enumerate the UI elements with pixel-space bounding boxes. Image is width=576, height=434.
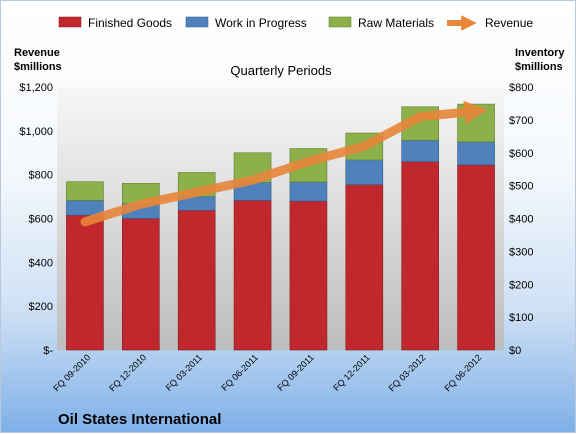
right-tick-label: $400 xyxy=(509,214,533,226)
bar-highlight-work-in-progress xyxy=(457,141,495,145)
legend-item-finished-goods: Finished Goods xyxy=(58,16,172,30)
revenue-line-series xyxy=(80,100,488,227)
left-tick-label: $1,200 xyxy=(19,82,53,94)
right-tick-label: $800 xyxy=(509,82,533,94)
legend-label-revenue: Revenue xyxy=(485,16,533,30)
legend-label-raw-materials: Raw Materials xyxy=(358,16,434,30)
bar-finished-goods xyxy=(233,200,272,351)
bar-highlight-finished-goods xyxy=(234,200,272,204)
bar-highlight-work-in-progress xyxy=(178,196,216,200)
right-tick-label: $200 xyxy=(509,279,533,291)
bar-highlight-finished-goods xyxy=(345,184,383,188)
x-axis-ticks: FQ 09-2010 FQ 12-2010 FQ 03-2011 FQ 06-2011… xyxy=(51,352,483,393)
chart-title: Quarterly Periods xyxy=(230,63,332,78)
left-tick-label: $200 xyxy=(29,301,53,313)
bar-highlight-raw-materials xyxy=(122,183,160,187)
bar-raw-materials xyxy=(66,181,104,201)
right-tick-label: $500 xyxy=(509,181,533,193)
right-axis-ticks: $0 $100 $200 $300 $400 $500 $600 $700 $800 xyxy=(509,82,533,357)
legend-swatch-work-in-progress xyxy=(185,16,209,28)
bar-work-in-progress xyxy=(401,139,439,162)
left-tick-label: $400 xyxy=(29,257,53,269)
right-axis-title-line-1: Inventory xyxy=(515,47,565,59)
right-tick-label: $600 xyxy=(509,148,533,160)
bar-highlight-work-in-progress xyxy=(401,140,439,144)
left-axis-title-line-2: $millions xyxy=(14,61,62,73)
right-axis-title-line-2: $millions xyxy=(515,61,563,73)
bar-highlight-raw-materials xyxy=(345,133,383,137)
bar-highlight-raw-materials xyxy=(66,181,104,185)
x-tick-label: FQ 03-2012 xyxy=(387,352,428,393)
bar-highlight-raw-materials xyxy=(178,172,216,176)
bar-highlight-work-in-progress xyxy=(66,200,104,204)
bar-highlight-work-in-progress xyxy=(345,159,383,163)
bar-finished-goods xyxy=(457,164,495,351)
right-tick-label: $0 xyxy=(509,345,521,357)
company-name: Oil States International xyxy=(58,411,221,428)
left-tick-label: $- xyxy=(43,345,53,357)
x-tick-label: FQ 06-2011 xyxy=(219,352,260,393)
legend-swatch-finished-goods xyxy=(58,16,82,28)
bar-highlight-raw-materials xyxy=(234,152,272,156)
x-tick-label: FQ 12-2011 xyxy=(331,352,372,393)
legend-label-finished-goods: Finished Goods xyxy=(88,16,172,30)
legend: Finished Goods Work in Progress Raw Mate… xyxy=(58,15,533,31)
bar-highlight-finished-goods xyxy=(457,164,495,168)
bar-finished-goods xyxy=(122,218,160,351)
legend-item-raw-materials: Raw Materials xyxy=(328,16,434,30)
bar-finished-goods xyxy=(289,200,328,351)
bar-finished-goods xyxy=(177,209,216,351)
left-tick-label: $600 xyxy=(29,214,53,226)
legend-swatch-raw-materials xyxy=(328,16,352,28)
bar-highlight-raw-materials xyxy=(401,106,439,110)
right-tick-label: $300 xyxy=(509,246,533,258)
left-tick-label: $800 xyxy=(29,170,53,182)
bar-work-in-progress xyxy=(457,141,495,166)
right-tick-label: $700 xyxy=(509,115,533,127)
x-tick-label: FQ 09-2010 xyxy=(51,352,92,393)
left-axis-title-line-1: Revenue xyxy=(14,47,60,59)
bar-finished-goods xyxy=(345,184,384,351)
bar-highlight-finished-goods xyxy=(66,215,104,219)
bar-highlight-finished-goods xyxy=(178,210,216,214)
revenue-line xyxy=(80,100,488,227)
left-axis-ticks: $- $200 $400 $600 $800 $1,000 $1,200 xyxy=(19,82,53,357)
left-tick-label: $1,000 xyxy=(19,126,53,138)
right-tick-label: $100 xyxy=(509,312,533,324)
legend-item-revenue: Revenue xyxy=(447,15,533,31)
left-axis-title: Revenue $millions xyxy=(14,47,62,73)
bar-highlight-finished-goods xyxy=(289,201,327,205)
bar-highlight-finished-goods xyxy=(401,161,439,165)
bar-finished-goods xyxy=(401,161,439,351)
legend-label-work-in-progress: Work in Progress xyxy=(215,16,307,30)
x-tick-label: FQ 06-2012 xyxy=(442,352,483,393)
x-tick-label: FQ 03-2011 xyxy=(164,352,205,393)
legend-item-work-in-progress: Work in Progress xyxy=(185,16,307,30)
bar-finished-goods xyxy=(66,214,104,351)
bar-work-in-progress xyxy=(345,159,384,185)
bar-highlight-finished-goods xyxy=(122,218,160,222)
bar-highlight-raw-materials xyxy=(289,148,327,152)
x-tick-label: FQ 09-2011 xyxy=(275,352,316,393)
bar-highlight-work-in-progress xyxy=(289,182,327,186)
x-tick-label: FQ 12-2010 xyxy=(107,352,148,393)
right-axis-title: Inventory $millions xyxy=(515,47,565,73)
